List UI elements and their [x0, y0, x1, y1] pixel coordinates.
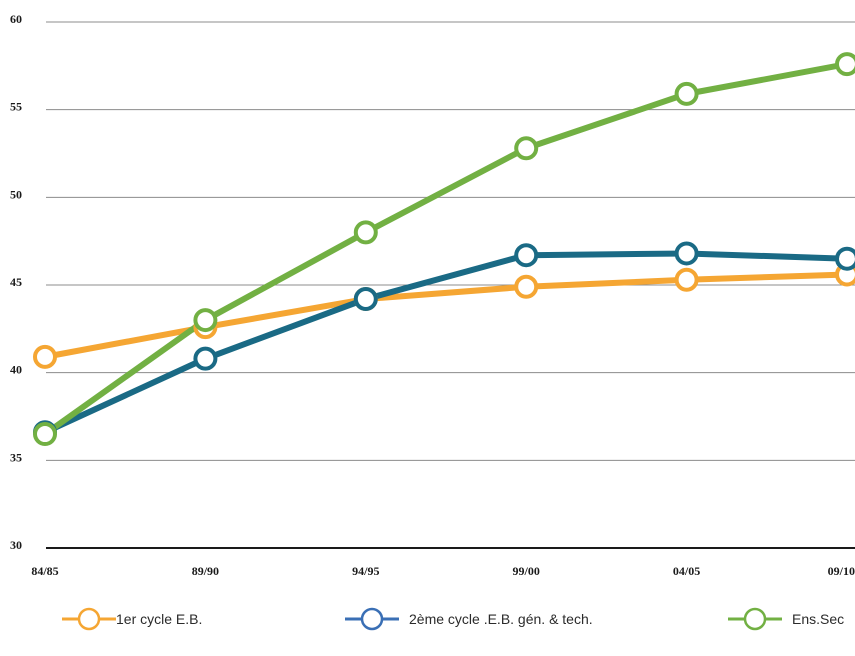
legend-label: 1er cycle E.B.: [116, 611, 202, 627]
x-axis: 84/85 89/90 94/95 99/00 04/05 09/10: [31, 564, 855, 578]
x-tick-label: 94/95: [352, 564, 379, 578]
x-tick-label: 04/05: [673, 564, 700, 578]
legend-label: Ens.Sec: [792, 611, 844, 627]
x-tick-label: 89/90: [192, 564, 219, 578]
data-point-marker: [835, 52, 855, 77]
data-point-marker: [674, 241, 699, 266]
data-point-marker: [353, 287, 378, 312]
legend-label: 2ème cycle .E.B. gén. & tech.: [409, 611, 593, 627]
y-tick-label: 50: [10, 187, 22, 201]
legend-item-0: 1er cycle E.B.: [62, 607, 202, 631]
y-tick-label: 45: [10, 275, 22, 289]
data-point-marker: [193, 346, 218, 371]
series-line-0: [42, 271, 850, 360]
legend-swatch-marker: [743, 607, 767, 631]
data-point-marker: [193, 308, 218, 333]
data-point-marker: [514, 136, 539, 161]
x-tick-label: 09/10: [828, 564, 855, 578]
x-tick-label: 84/85: [31, 564, 58, 578]
y-tick-label: 30: [10, 538, 22, 552]
data-point-marker: [674, 81, 699, 106]
series-layer: [33, 52, 855, 447]
data-point-marker: [514, 243, 539, 268]
data-point-marker: [835, 246, 855, 271]
data-point-marker: [33, 344, 57, 369]
legend-item-2: Ens.Sec: [728, 607, 844, 631]
data-point-marker: [33, 422, 57, 447]
data-point-marker: [514, 274, 539, 299]
legend-swatch-marker: [360, 607, 384, 631]
y-tick-label: 60: [10, 12, 22, 26]
series-line-2: [42, 61, 850, 438]
x-tick-label: 99/00: [513, 564, 540, 578]
legend-swatch-marker: [77, 607, 101, 631]
y-tick-label: 35: [10, 450, 22, 464]
series-line-1: [42, 250, 850, 436]
data-point-marker: [353, 220, 378, 245]
legend-item-1: 2ème cycle .E.B. gén. & tech.: [345, 607, 593, 631]
y-tick-label: 55: [10, 100, 22, 114]
y-axis: 30 35 40 45 50 55 60: [10, 12, 22, 552]
data-point-marker: [674, 267, 699, 292]
grid-lines: [46, 21, 855, 549]
legend: 1er cycle E.B. 2ème cycle .E.B. gén. & te…: [62, 607, 844, 631]
y-tick-label: 40: [10, 363, 22, 377]
